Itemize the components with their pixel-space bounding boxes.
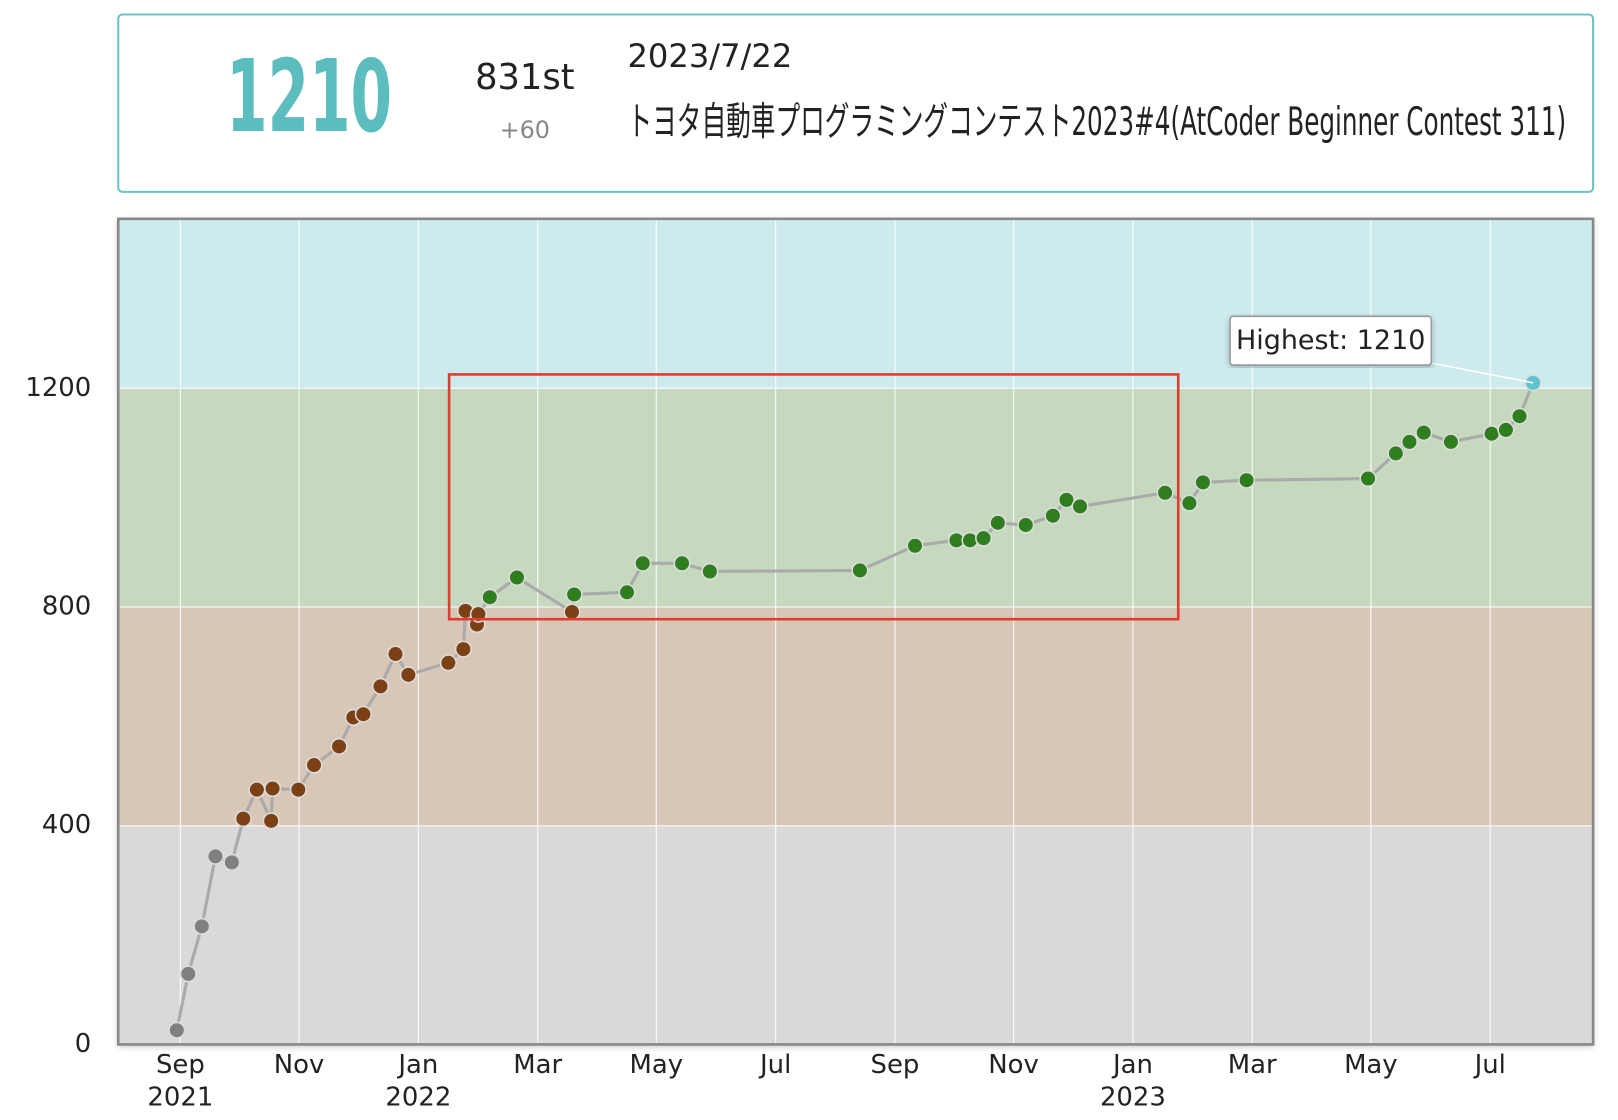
rating-point — [565, 585, 583, 604]
y-tick-label: 800 — [42, 592, 91, 622]
x-tick-label: May — [630, 1050, 684, 1080]
labels: 0 400 800 1200 Sep 2021 Nov Jan 2022 Mar May Jul Sep… — [25, 315, 1534, 1112]
rating-point — [179, 965, 197, 983]
rating-point — [1483, 425, 1501, 443]
x-tick-label: Jul — [758, 1050, 791, 1080]
rating-point — [386, 645, 405, 663]
rating-point — [262, 812, 280, 830]
x-tick-label: Sep — [871, 1050, 920, 1080]
rating-point — [1156, 484, 1174, 502]
rating-point — [1359, 469, 1377, 488]
rating-band — [118, 607, 1594, 826]
x-tick-label: Nov — [988, 1050, 1039, 1080]
rating-point — [1044, 507, 1062, 525]
rating-point — [701, 562, 719, 581]
rating-point — [371, 677, 390, 695]
rating-point — [399, 666, 417, 684]
rating: 1210 — [226, 40, 392, 155]
rank: 831st — [475, 57, 574, 98]
rating-point — [975, 529, 993, 547]
rating-point — [1442, 433, 1460, 451]
annotation-box — [1229, 315, 1433, 366]
rating-point — [1387, 444, 1405, 462]
y-tick-label: 1200 — [25, 373, 91, 403]
y-tick-label: 0 — [75, 1029, 91, 1059]
rating-point — [1180, 494, 1198, 512]
rating-diff: +60 — [500, 116, 550, 144]
rating-point — [1510, 407, 1529, 425]
rating-point — [906, 537, 924, 555]
rating-point — [618, 583, 636, 601]
rating-point — [305, 756, 323, 774]
rating-point — [508, 568, 526, 587]
x-tick-label: Mar — [513, 1050, 562, 1080]
x-tick-label: May — [1344, 1050, 1398, 1080]
rating-point — [1057, 491, 1076, 509]
rating-point — [330, 737, 348, 756]
rating-point — [206, 847, 224, 865]
rating-point — [1400, 433, 1419, 451]
annotation: Highest: 1210 — [1236, 325, 1425, 356]
rating-point — [193, 917, 211, 935]
rating-point — [289, 781, 307, 799]
y-tick-label: 400 — [42, 810, 91, 840]
rating-point — [1237, 471, 1256, 489]
highlight-box — [447, 373, 1180, 621]
plot-border — [116, 217, 1595, 1046]
contest-name: トヨタ自動車プログラミングコンテスト2023#4(AtCoder Beginne… — [627, 99, 1566, 145]
rating-point — [481, 588, 499, 606]
rating-band — [118, 825, 1594, 1045]
rating-point — [673, 554, 691, 572]
rating-point — [989, 514, 1007, 532]
rating-point — [1415, 424, 1433, 442]
rating-point — [634, 554, 652, 572]
x-tick-label: Sep 2021 — [147, 1050, 213, 1112]
header-card: 1210 831st +60 2023/7/22 トヨタ自動車プログラミングコン… — [117, 13, 1595, 193]
x-tick-label: Mar — [1228, 1050, 1277, 1080]
contest-date: 2023/7/22 — [627, 37, 792, 75]
annotation-connector — [1431, 362, 1534, 384]
rating-point — [454, 640, 472, 658]
x-tick-label: Jul — [1473, 1050, 1506, 1080]
rating-point — [1017, 516, 1035, 534]
x-tick-label: Nov — [274, 1050, 325, 1080]
rating-point — [264, 779, 282, 798]
rating-point — [1497, 421, 1515, 439]
rating-point — [248, 781, 266, 799]
rating-point — [354, 705, 372, 723]
rating-point — [223, 853, 241, 871]
x-tick-label: Jan 2022 — [385, 1050, 451, 1112]
x-tick-label: Jan 2023 — [1100, 1050, 1166, 1112]
card-border — [117, 13, 1595, 193]
marks — [168, 374, 1542, 1039]
rating-point — [1194, 473, 1212, 491]
rating-point — [563, 603, 581, 621]
rating-point — [439, 654, 457, 672]
rating-point — [168, 1021, 186, 1039]
rating-point — [234, 810, 252, 828]
rating-point — [851, 561, 869, 579]
rating-point — [1071, 497, 1089, 515]
